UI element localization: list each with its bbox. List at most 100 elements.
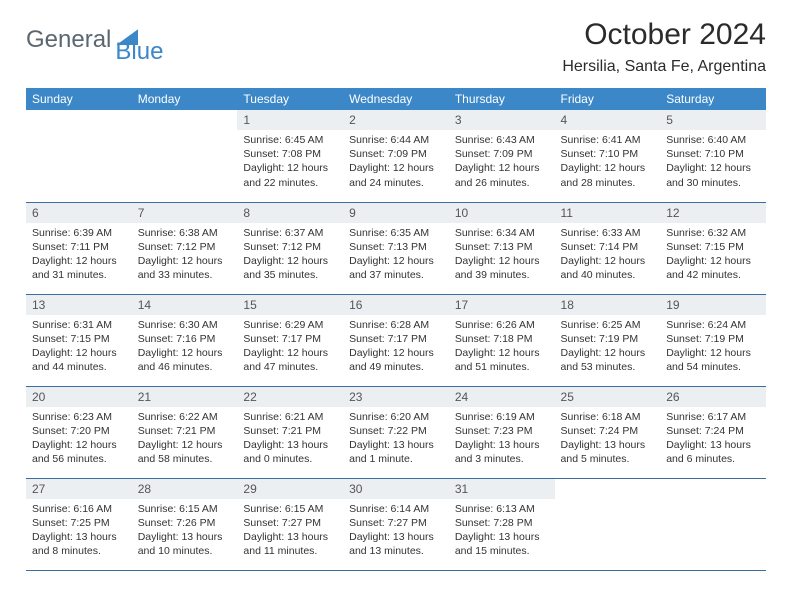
calendar-day-cell: 18Sunrise: 6:25 AMSunset: 7:19 PMDayligh…: [555, 294, 661, 386]
day-details: Sunrise: 6:19 AMSunset: 7:23 PMDaylight:…: [449, 407, 555, 470]
logo: General Blue: [26, 26, 187, 54]
day-details: Sunrise: 6:37 AMSunset: 7:12 PMDaylight:…: [237, 223, 343, 286]
weekday-header: Saturday: [660, 88, 766, 110]
calendar-day-cell: 16Sunrise: 6:28 AMSunset: 7:17 PMDayligh…: [343, 294, 449, 386]
calendar-week-row: 20Sunrise: 6:23 AMSunset: 7:20 PMDayligh…: [26, 386, 766, 478]
calendar-day-cell: 8Sunrise: 6:37 AMSunset: 7:12 PMDaylight…: [237, 202, 343, 294]
day-details: Sunrise: 6:15 AMSunset: 7:27 PMDaylight:…: [237, 499, 343, 562]
day-number: 8: [237, 203, 343, 223]
calendar-day-cell: [132, 110, 238, 202]
day-details: Sunrise: 6:35 AMSunset: 7:13 PMDaylight:…: [343, 223, 449, 286]
calendar-day-cell: 12Sunrise: 6:32 AMSunset: 7:15 PMDayligh…: [660, 202, 766, 294]
day-details: Sunrise: 6:13 AMSunset: 7:28 PMDaylight:…: [449, 499, 555, 562]
day-number: 9: [343, 203, 449, 223]
calendar-day-cell: [660, 478, 766, 570]
day-number: 6: [26, 203, 132, 223]
logo-text-blue: Blue: [115, 38, 163, 66]
calendar-day-cell: 31Sunrise: 6:13 AMSunset: 7:28 PMDayligh…: [449, 478, 555, 570]
day-number: 3: [449, 110, 555, 130]
day-details: Sunrise: 6:44 AMSunset: 7:09 PMDaylight:…: [343, 130, 449, 193]
day-number: 18: [555, 295, 661, 315]
day-details: Sunrise: 6:40 AMSunset: 7:10 PMDaylight:…: [660, 130, 766, 193]
day-number: 19: [660, 295, 766, 315]
calendar-day-cell: 15Sunrise: 6:29 AMSunset: 7:17 PMDayligh…: [237, 294, 343, 386]
calendar-day-cell: 28Sunrise: 6:15 AMSunset: 7:26 PMDayligh…: [132, 478, 238, 570]
day-details: Sunrise: 6:34 AMSunset: 7:13 PMDaylight:…: [449, 223, 555, 286]
calendar-day-cell: 25Sunrise: 6:18 AMSunset: 7:24 PMDayligh…: [555, 386, 661, 478]
calendar-day-cell: 13Sunrise: 6:31 AMSunset: 7:15 PMDayligh…: [26, 294, 132, 386]
calendar-day-cell: 20Sunrise: 6:23 AMSunset: 7:20 PMDayligh…: [26, 386, 132, 478]
day-details: Sunrise: 6:22 AMSunset: 7:21 PMDaylight:…: [132, 407, 238, 470]
weekday-header: Sunday: [26, 88, 132, 110]
day-details: Sunrise: 6:32 AMSunset: 7:15 PMDaylight:…: [660, 223, 766, 286]
day-details: Sunrise: 6:17 AMSunset: 7:24 PMDaylight:…: [660, 407, 766, 470]
calendar-day-cell: 27Sunrise: 6:16 AMSunset: 7:25 PMDayligh…: [26, 478, 132, 570]
calendar-day-cell: [26, 110, 132, 202]
weekday-header: Wednesday: [343, 88, 449, 110]
calendar-day-cell: 21Sunrise: 6:22 AMSunset: 7:21 PMDayligh…: [132, 386, 238, 478]
day-details: Sunrise: 6:16 AMSunset: 7:25 PMDaylight:…: [26, 499, 132, 562]
calendar-day-cell: 7Sunrise: 6:38 AMSunset: 7:12 PMDaylight…: [132, 202, 238, 294]
calendar-day-cell: 19Sunrise: 6:24 AMSunset: 7:19 PMDayligh…: [660, 294, 766, 386]
day-number: 25: [555, 387, 661, 407]
day-number: 26: [660, 387, 766, 407]
calendar-day-cell: 29Sunrise: 6:15 AMSunset: 7:27 PMDayligh…: [237, 478, 343, 570]
calendar-day-cell: 1Sunrise: 6:45 AMSunset: 7:08 PMDaylight…: [237, 110, 343, 202]
weekday-header-row: Sunday Monday Tuesday Wednesday Thursday…: [26, 88, 766, 110]
day-details: Sunrise: 6:15 AMSunset: 7:26 PMDaylight:…: [132, 499, 238, 562]
calendar-day-cell: 22Sunrise: 6:21 AMSunset: 7:21 PMDayligh…: [237, 386, 343, 478]
day-details: Sunrise: 6:20 AMSunset: 7:22 PMDaylight:…: [343, 407, 449, 470]
logo-text-general: General: [26, 26, 111, 54]
calendar-week-row: 6Sunrise: 6:39 AMSunset: 7:11 PMDaylight…: [26, 202, 766, 294]
weekday-header: Tuesday: [237, 88, 343, 110]
day-number: 5: [660, 110, 766, 130]
day-details: Sunrise: 6:28 AMSunset: 7:17 PMDaylight:…: [343, 315, 449, 378]
day-details: Sunrise: 6:38 AMSunset: 7:12 PMDaylight:…: [132, 223, 238, 286]
day-details: Sunrise: 6:25 AMSunset: 7:19 PMDaylight:…: [555, 315, 661, 378]
day-number: 16: [343, 295, 449, 315]
day-details: Sunrise: 6:43 AMSunset: 7:09 PMDaylight:…: [449, 130, 555, 193]
day-number: 12: [660, 203, 766, 223]
day-number: 7: [132, 203, 238, 223]
day-number: 21: [132, 387, 238, 407]
day-details: Sunrise: 6:33 AMSunset: 7:14 PMDaylight:…: [555, 223, 661, 286]
calendar-day-cell: 9Sunrise: 6:35 AMSunset: 7:13 PMDaylight…: [343, 202, 449, 294]
calendar-day-cell: 5Sunrise: 6:40 AMSunset: 7:10 PMDaylight…: [660, 110, 766, 202]
day-number: 23: [343, 387, 449, 407]
calendar-table: Sunday Monday Tuesday Wednesday Thursday…: [26, 88, 766, 571]
calendar-day-cell: 17Sunrise: 6:26 AMSunset: 7:18 PMDayligh…: [449, 294, 555, 386]
month-title: October 2024: [562, 18, 766, 52]
day-number: 29: [237, 479, 343, 499]
day-details: Sunrise: 6:26 AMSunset: 7:18 PMDaylight:…: [449, 315, 555, 378]
calendar-day-cell: 23Sunrise: 6:20 AMSunset: 7:22 PMDayligh…: [343, 386, 449, 478]
calendar-day-cell: 14Sunrise: 6:30 AMSunset: 7:16 PMDayligh…: [132, 294, 238, 386]
day-number: 20: [26, 387, 132, 407]
day-details: Sunrise: 6:31 AMSunset: 7:15 PMDaylight:…: [26, 315, 132, 378]
day-number: 11: [555, 203, 661, 223]
calendar-day-cell: 24Sunrise: 6:19 AMSunset: 7:23 PMDayligh…: [449, 386, 555, 478]
day-number: 14: [132, 295, 238, 315]
day-number: 30: [343, 479, 449, 499]
calendar-day-cell: 2Sunrise: 6:44 AMSunset: 7:09 PMDaylight…: [343, 110, 449, 202]
day-details: Sunrise: 6:21 AMSunset: 7:21 PMDaylight:…: [237, 407, 343, 470]
location: Hersilia, Santa Fe, Argentina: [562, 58, 766, 76]
day-details: Sunrise: 6:24 AMSunset: 7:19 PMDaylight:…: [660, 315, 766, 378]
weekday-header: Thursday: [449, 88, 555, 110]
calendar-day-cell: 4Sunrise: 6:41 AMSunset: 7:10 PMDaylight…: [555, 110, 661, 202]
day-details: Sunrise: 6:29 AMSunset: 7:17 PMDaylight:…: [237, 315, 343, 378]
day-details: Sunrise: 6:18 AMSunset: 7:24 PMDaylight:…: [555, 407, 661, 470]
calendar-week-row: 27Sunrise: 6:16 AMSunset: 7:25 PMDayligh…: [26, 478, 766, 570]
day-number: 31: [449, 479, 555, 499]
weekday-header: Monday: [132, 88, 238, 110]
calendar-day-cell: 6Sunrise: 6:39 AMSunset: 7:11 PMDaylight…: [26, 202, 132, 294]
calendar-day-cell: [555, 478, 661, 570]
day-number: 2: [343, 110, 449, 130]
day-number: 17: [449, 295, 555, 315]
day-number: 28: [132, 479, 238, 499]
day-number: 10: [449, 203, 555, 223]
day-number: 1: [237, 110, 343, 130]
day-number: 4: [555, 110, 661, 130]
calendar-day-cell: 26Sunrise: 6:17 AMSunset: 7:24 PMDayligh…: [660, 386, 766, 478]
day-details: Sunrise: 6:23 AMSunset: 7:20 PMDaylight:…: [26, 407, 132, 470]
calendar-day-cell: 3Sunrise: 6:43 AMSunset: 7:09 PMDaylight…: [449, 110, 555, 202]
